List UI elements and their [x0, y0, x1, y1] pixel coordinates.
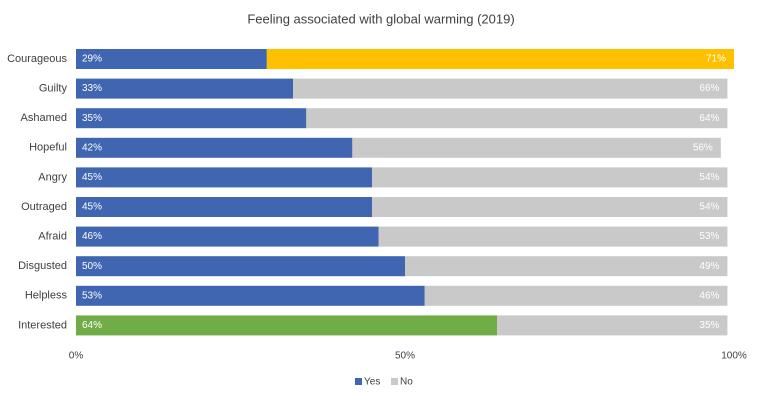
bar-segment [76, 226, 379, 247]
y-tick-label: Afraid [38, 231, 67, 243]
bar-segment [372, 167, 728, 188]
value-label: 56% [693, 142, 713, 153]
bar-segment [497, 315, 728, 336]
legend-label: No [400, 377, 413, 388]
y-tick-label: Ashamed [21, 112, 67, 124]
legend-swatch [391, 378, 398, 385]
bar-segment [424, 285, 728, 306]
value-label: 35% [82, 113, 102, 124]
x-tick-label: 50% [395, 351, 415, 362]
value-label: 53% [699, 231, 719, 242]
bar-segment [76, 78, 294, 99]
y-tick-label: Hopeful [29, 142, 67, 154]
bar-segment [293, 78, 728, 99]
bar-segment [378, 226, 728, 247]
y-tick-label: Outraged [21, 201, 67, 213]
value-label: 54% [699, 172, 719, 183]
value-label: 35% [699, 320, 719, 331]
bar-segment [76, 137, 353, 158]
value-label: 45% [82, 202, 102, 213]
value-label: 46% [82, 231, 102, 242]
bar-segment [76, 256, 405, 277]
bar-segment [266, 49, 734, 69]
y-tick-label: Courageous [7, 53, 67, 65]
x-tick-label: 100% [721, 351, 747, 362]
bar-segment [76, 285, 425, 306]
x-tick-label: 0% [69, 351, 84, 362]
bar-segment [372, 197, 728, 217]
value-label: 64% [699, 113, 719, 124]
value-label: 54% [699, 202, 719, 213]
legend-swatch [355, 378, 362, 385]
bar-segment [76, 315, 498, 336]
value-label: 42% [82, 142, 102, 153]
value-label: 53% [82, 290, 102, 301]
value-label: 64% [82, 320, 102, 331]
value-label: 29% [82, 54, 102, 65]
value-label: 45% [82, 172, 102, 183]
y-tick-label: Guilty [39, 83, 68, 95]
value-label: 71% [706, 54, 726, 65]
bar-segment [76, 197, 373, 217]
bar-segment [76, 49, 267, 69]
y-tick-label: Helpless [25, 290, 68, 302]
y-tick-label: Disgusted [18, 260, 67, 272]
value-label: 33% [82, 83, 102, 94]
legend-label: Yes [364, 377, 380, 388]
bar-segment [405, 256, 728, 277]
y-tick-label: Angry [38, 171, 67, 183]
bar-segment [76, 108, 307, 129]
y-tick-label: Interested [18, 319, 67, 331]
value-label: 50% [82, 261, 102, 272]
value-label: 66% [699, 83, 719, 94]
bar-segment [352, 137, 721, 158]
value-label: 49% [699, 261, 719, 272]
value-label: 46% [699, 290, 719, 301]
bar-segment [76, 167, 373, 188]
bar-segment [306, 108, 728, 129]
chart-title: Feeling associated with global warming (… [247, 11, 514, 26]
